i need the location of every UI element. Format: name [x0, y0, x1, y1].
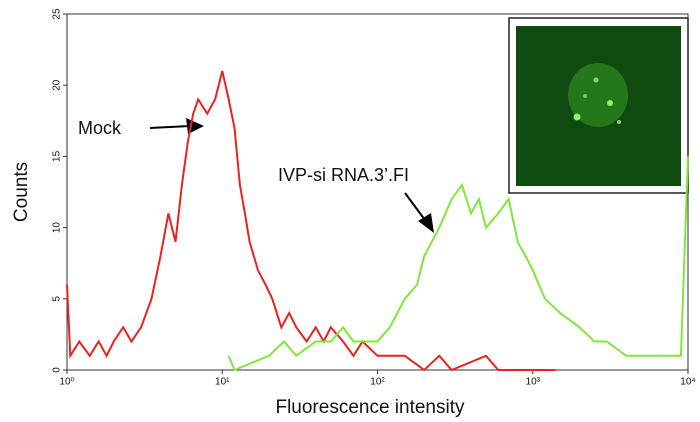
cell-spot: [593, 77, 599, 83]
cell-spot: [607, 100, 613, 106]
x-tick-label: 10²: [370, 377, 385, 388]
arrow: [149, 118, 204, 134]
cell-spot: [617, 120, 621, 124]
cell-spot: [583, 94, 587, 98]
annotation: IVP-si RNA.3’.FI: [278, 165, 409, 185]
y-tick-label: 5: [52, 296, 63, 302]
cell-spot: [573, 113, 581, 121]
y-tick-label: 25: [52, 8, 63, 20]
arrow: [404, 192, 434, 233]
x-tick-label: 10³: [526, 377, 541, 388]
histogram-line: [66, 70, 556, 372]
y-tick-label: 0: [52, 367, 63, 373]
cell: [568, 63, 628, 127]
y-tick-label: 15: [52, 150, 63, 162]
annotation: Mock: [78, 118, 122, 138]
x-axis-label: Fluorescence intensity: [275, 397, 465, 418]
x-tick-label: 10⁰: [59, 377, 74, 388]
y-tick-label: 10: [52, 222, 63, 234]
x-tick-label: 10¹: [215, 377, 230, 388]
y-tick-label: 20: [52, 79, 63, 91]
inset-image: [508, 17, 689, 194]
histogram-line: [227, 156, 689, 372]
x-tick-label: 10⁴: [680, 377, 695, 388]
y-axis-label: Counts: [11, 162, 32, 222]
